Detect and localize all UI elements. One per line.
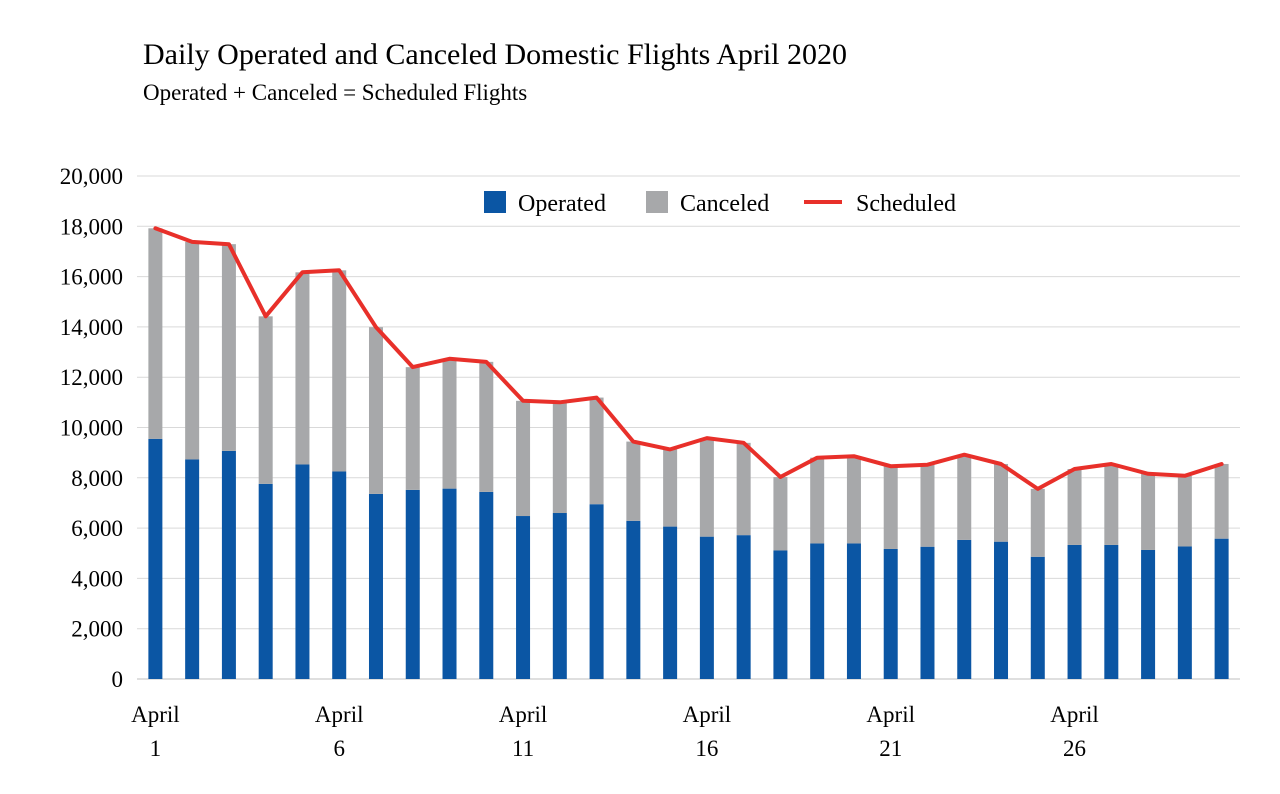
bar-operated — [479, 491, 494, 679]
x-tick-label: April 16 — [683, 702, 732, 761]
bar-operated — [516, 516, 531, 679]
bar-canceled — [405, 367, 420, 490]
bar-canceled — [479, 361, 494, 492]
bar-canceled — [1067, 468, 1082, 545]
bar-operated — [221, 450, 236, 679]
bar-operated — [1104, 544, 1119, 679]
bar-canceled — [810, 457, 825, 544]
bar-canceled — [258, 316, 273, 484]
bar-canceled — [1177, 475, 1192, 547]
bar-canceled — [185, 241, 200, 460]
bar-canceled — [332, 270, 347, 472]
bar-operated — [442, 488, 457, 679]
bar-canceled — [920, 464, 935, 547]
x-tick-label: April 1 — [131, 702, 180, 761]
x-tick-label: April 26 — [1050, 702, 1099, 761]
bar-canceled — [699, 438, 714, 537]
bar-canceled — [295, 272, 310, 465]
y-tick-label: 16,000 — [60, 265, 123, 290]
x-tick-label: April 11 — [499, 702, 548, 761]
scheduled-line — [153, 226, 1224, 491]
y-tick-label: 6,000 — [71, 516, 123, 541]
y-tick-label: 14,000 — [60, 315, 123, 340]
bar-canceled — [552, 402, 567, 514]
scheduled-line-layer — [153, 226, 1224, 491]
bar-operated — [736, 535, 751, 679]
bar-operated — [773, 550, 788, 679]
legend: Operated Canceled Scheduled — [484, 191, 956, 217]
bar-operated — [295, 464, 310, 679]
bar-canceled — [994, 463, 1009, 542]
bar-canceled — [148, 228, 163, 439]
bar-operated — [699, 536, 714, 679]
bar-operated — [1214, 538, 1229, 679]
bar-canceled — [516, 400, 531, 517]
bar-operated — [332, 471, 347, 679]
bar-canceled — [736, 442, 751, 536]
x-tick-label: April 6 — [315, 702, 364, 761]
bar-operated — [148, 438, 163, 679]
bar-canceled — [368, 327, 383, 494]
bar-operated — [846, 543, 861, 679]
chart-title: Daily Operated and Canceled Domestic Fli… — [143, 38, 848, 71]
x-axis-ticks: April 1 April 6 April 11 April 16 April 21 April 26 — [131, 702, 1099, 761]
legend-label-scheduled: Scheduled — [856, 191, 956, 217]
bar-operated — [1030, 556, 1045, 679]
y-tick-label: 10,000 — [60, 416, 123, 441]
legend-label-canceled: Canceled — [680, 191, 769, 217]
chart-subtitle: Operated + Canceled = Scheduled Flights — [143, 80, 528, 105]
bar-operated — [368, 493, 383, 679]
bar-canceled — [1030, 488, 1045, 557]
bar-canceled — [1141, 473, 1156, 550]
legend-label-operated: Operated — [518, 191, 606, 217]
bar-operated — [1177, 546, 1192, 679]
bar-canceled — [846, 456, 861, 544]
bar-operated — [883, 548, 898, 679]
y-tick-label: 18,000 — [60, 214, 123, 239]
bar-canceled — [442, 358, 457, 489]
bar-canceled — [957, 454, 972, 540]
bar-operated — [810, 543, 825, 679]
bar-canceled — [1104, 463, 1119, 545]
bar-canceled — [1214, 463, 1229, 539]
y-tick-label: 20,000 — [60, 164, 123, 189]
bar-operated — [258, 483, 273, 679]
y-tick-label: 0 — [112, 667, 124, 692]
legend-swatch-canceled — [646, 191, 668, 213]
y-tick-label: 8,000 — [71, 466, 123, 491]
y-tick-label: 12,000 — [60, 365, 123, 390]
y-tick-label: 2,000 — [71, 617, 123, 642]
y-tick-label: 4,000 — [71, 566, 123, 591]
gridlines — [137, 175, 1240, 680]
bar-operated — [552, 513, 567, 679]
bar-canceled — [773, 477, 788, 551]
legend-swatch-operated — [484, 191, 506, 213]
bar-operated — [589, 504, 604, 679]
bar-operated — [1141, 549, 1156, 679]
bar-operated — [185, 459, 200, 679]
bar-canceled — [883, 466, 898, 549]
x-tick-label: April 21 — [866, 702, 915, 761]
bar-canceled — [626, 441, 641, 521]
bar-operated — [994, 541, 1009, 679]
bar-operated — [920, 546, 935, 679]
bar-canceled — [663, 449, 678, 527]
bars — [148, 228, 1229, 679]
bar-canceled — [589, 397, 604, 505]
bar-operated — [626, 520, 641, 679]
bar-canceled — [221, 244, 236, 451]
bar-operated — [957, 539, 972, 679]
bar-operated — [405, 489, 420, 679]
y-axis-ticks: 0 2,000 4,000 6,000 8,000 10,000 12,000 14,000 1… — [60, 164, 123, 692]
bar-operated — [663, 526, 678, 679]
bar-operated — [1067, 544, 1082, 679]
